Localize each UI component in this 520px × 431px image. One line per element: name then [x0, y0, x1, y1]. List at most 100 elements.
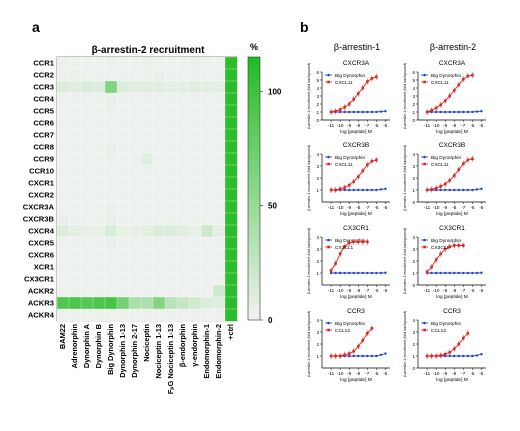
- data-point-cxcl11: [347, 183, 351, 187]
- row-label-cxcr4: CXCR4: [28, 227, 55, 236]
- heatmap-cell-cx3cr1-endomorphin-2: [212, 272, 226, 286]
- heatmap-cell-ccr3-endomorphin-1: [200, 80, 214, 94]
- x-tick-label: -11: [424, 205, 431, 210]
- data-point-ccl13: [338, 354, 342, 358]
- data-point-cxcl11: [439, 185, 442, 188]
- heatmap-cell-ccr5-nociceptin: [140, 104, 154, 118]
- heatmap-cell-cxcr6-dynorphin-2-17: [128, 248, 142, 262]
- y-tick-label: 4: [316, 318, 319, 323]
- heatmap-cell-cxcr2-adrenorphin: [68, 188, 82, 202]
- heatmap-cell-ccr3-adrenorphin: [68, 80, 82, 94]
- heatmap-cell-xcr1-dynorphin-b: [92, 260, 106, 274]
- heatmap-cell-ccr3-dynorphin-2-17: [128, 80, 142, 94]
- heatmap-cell-ccr9-endorphin: [188, 152, 202, 166]
- heatmap-cell-ackr2-nociceptin-1-13: [152, 284, 166, 298]
- y-tick-label: 4: [316, 235, 319, 240]
- heatmap-cell-cxcr2-endorphin: [176, 188, 190, 202]
- legend-marker: [327, 73, 330, 77]
- heatmap-cell-ccr5-bam22: [56, 104, 70, 118]
- x-axis-label: log [peptide] M: [340, 129, 371, 135]
- heatmap-cell-ccr10-endomorphin-1: [200, 164, 214, 178]
- row-label-ackr3: ACKR3: [28, 299, 54, 308]
- y-tick-label: 3: [316, 330, 319, 335]
- x-tick-label: -6: [470, 371, 475, 376]
- heatmap-cell-ccr2-dynorphin-2-17: [128, 68, 142, 82]
- x-tick-label: -7: [365, 123, 370, 128]
- row-label-cxcr3a: CXCR3A: [23, 203, 55, 212]
- heatmap-cell-ccr6-big-dynorphin: [104, 116, 118, 130]
- data-point-cx3cl1: [334, 262, 337, 265]
- heatmap-cell-ccr1-f-g-nociceptin-1-13: [164, 56, 178, 70]
- x-tick-label: -8: [356, 288, 361, 293]
- heatmap-cell-cxcr6-nociceptin: [140, 248, 154, 262]
- data-point-cxcl11: [366, 163, 369, 167]
- x-tick-label: -11: [424, 288, 431, 293]
- legend-marker: [327, 321, 330, 325]
- heatmap-cell-cxcr3a-endomorphin-2: [212, 200, 226, 214]
- data-point-big-dynorphin: [462, 271, 465, 275]
- data-point-big-dynorphin: [379, 271, 383, 275]
- line-panel-ccr3-1: CCR3 1 2 3 4 -11 -10 -9 -8 -7 -6 -5 log [peptide] M β…: [307, 308, 390, 383]
- data-point-cxcl11: [448, 94, 452, 98]
- heatmap-cell-ccr7-endomorphin-1: [200, 128, 214, 142]
- heatmap-cell-cxcr4-endorphin: [188, 224, 202, 238]
- heatmap-cell-cx3cr1-endomorphin-1: [200, 272, 214, 286]
- heatmap-cell-ccr3-nociceptin: [140, 80, 154, 94]
- data-point-cx3cl1: [452, 244, 456, 247]
- data-point-cxcl11: [430, 109, 433, 112]
- data-point-cx3cl1: [448, 245, 452, 248]
- data-point-big-dynorphin: [462, 188, 465, 192]
- heatmap-cell-cxcr3b-endomorphin-2: [212, 212, 226, 226]
- data-point-ccl13: [352, 349, 356, 353]
- heatmap-cell-cxcr2-endorphin: [188, 188, 202, 202]
- heatmap-cell-cxcr2-big-dynorphin: [104, 188, 118, 202]
- colorbar-title: %: [250, 42, 258, 52]
- heatmap-cell-cxcr6-ctrl: [224, 248, 238, 262]
- heatmap-cell-ackr2-nociceptin: [140, 284, 154, 298]
- heatmap-cell-ccr4-dynorphin-1-13: [116, 92, 130, 106]
- legend-marker: [327, 245, 330, 249]
- legend-label-cxcl11: CXCL11: [335, 80, 353, 86]
- y-tick-label: 4: [316, 86, 319, 91]
- legend-label-cxcl11: CXCL11: [431, 80, 449, 86]
- x-tick-label: -7: [461, 123, 466, 128]
- x-tick-label: -9: [347, 205, 352, 210]
- line-panel-cx3cr1-2: CX3CR1 0 1 2 3 4 -11 -10 -9 -8 -7 -6 -5 log [peptide]…: [403, 225, 486, 300]
- column-label-ctrl: +ctrl: [226, 324, 235, 340]
- data-point-cxcl11: [471, 73, 474, 77]
- y-tick-label: 2: [316, 259, 319, 264]
- heatmap-cell-cxcr4-dynorphin-1-13: [116, 224, 130, 238]
- heatmap-cell-ackr4-dynorphin-1-13: [116, 308, 130, 322]
- heatmap-cell-ccr4-adrenorphin: [68, 92, 82, 106]
- data-point-big-dynorphin: [379, 110, 383, 113]
- heatmap-cell-ackr2-big-dynorphin: [104, 284, 118, 298]
- heatmap-cell-cxcr6-big-dynorphin: [104, 248, 118, 262]
- heatmap-cell-xcr1-nociceptin: [140, 260, 154, 274]
- x-tick-label: -9: [443, 371, 448, 376]
- heatmap-cell-ccr6-dynorphin-a: [80, 116, 94, 130]
- data-point-big-dynorphin: [475, 354, 479, 357]
- y-tick-label: 1: [412, 110, 415, 115]
- y-tick-label: 1: [316, 188, 319, 193]
- heatmap-cell-ccr1-nociceptin-1-13: [152, 56, 166, 70]
- heatmap-cell-cx3cr1-endorphin: [176, 272, 190, 286]
- legend-label-big-dynorphin: Big Dynorphin: [335, 155, 365, 161]
- row-label-cxcr5: CXCR5: [28, 239, 55, 248]
- heatmap-cell-cxcr5-f-g-nociceptin-1-13: [164, 236, 178, 250]
- y-tick-label: 4: [412, 235, 415, 240]
- heatmap-cell-ccr1-endomorphin-1: [200, 56, 214, 70]
- heatmap-cell-ccr9-dynorphin-b: [92, 152, 106, 166]
- heatmap-cell-ackr4-dynorphin-2-17: [128, 308, 142, 322]
- panel-title: CXCR3B: [439, 142, 465, 149]
- row-label-ccr6: CCR6: [33, 119, 54, 128]
- data-point-cxcl11: [375, 75, 378, 79]
- heatmap-cell-ackr3-adrenorphin: [68, 296, 82, 310]
- heatmap-cell-ccr6-endorphin: [188, 116, 202, 130]
- data-point-ccl13: [343, 353, 346, 357]
- heatmap-cell-cxcr1-endorphin: [176, 176, 190, 190]
- heatmap-cell-cxcr5-bam22: [56, 236, 70, 250]
- heatmap-cell-cx3cr1-endorphin: [188, 272, 202, 286]
- legend-label-big-dynorphin: Big Dynorphin: [431, 321, 461, 327]
- heatmap-cell-ccr5-dynorphin-a: [80, 104, 94, 118]
- data-point-big-dynorphin: [430, 271, 433, 275]
